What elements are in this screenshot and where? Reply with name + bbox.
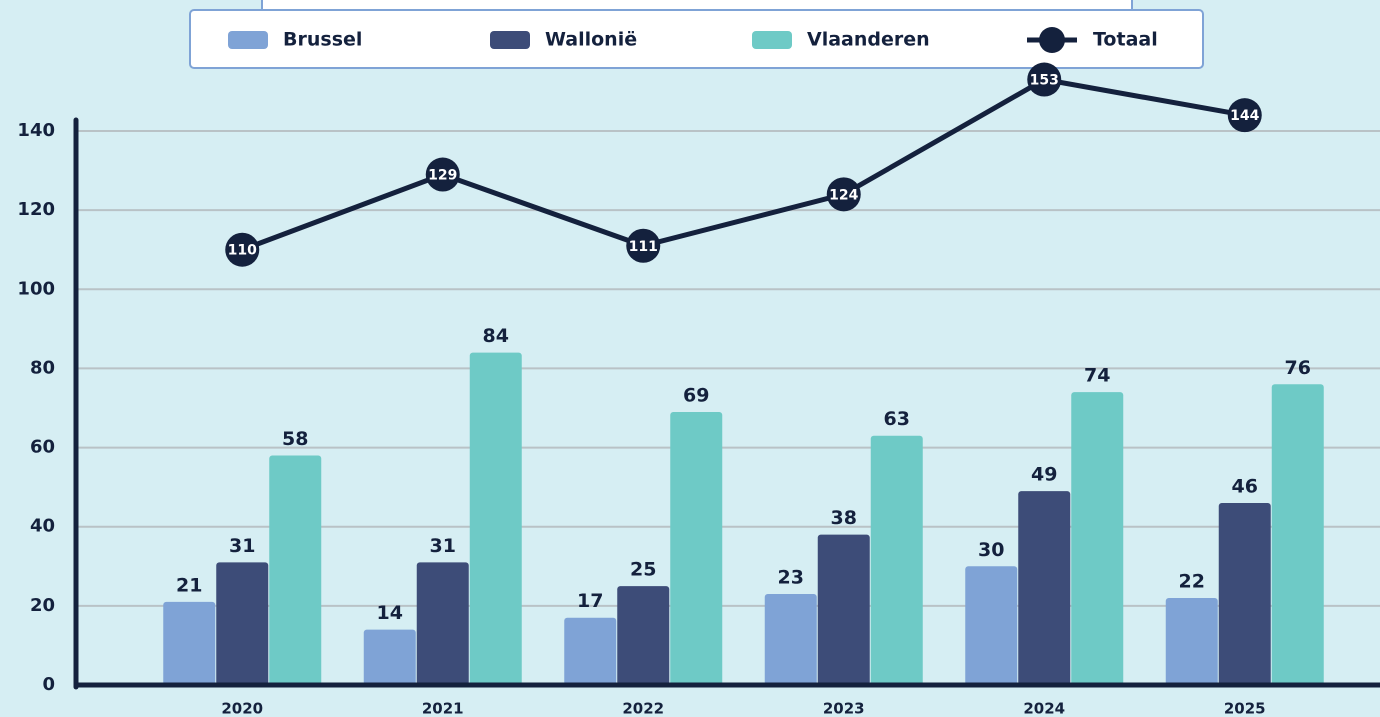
point-value-label: 144 bbox=[1230, 108, 1259, 124]
bar bbox=[269, 455, 322, 685]
y-tick-label: 0 bbox=[42, 674, 55, 695]
legend-swatch bbox=[490, 31, 530, 49]
y-tick-label: 20 bbox=[30, 595, 55, 616]
point-value-label: 129 bbox=[428, 168, 457, 184]
bar-value-label: 22 bbox=[1179, 570, 1205, 592]
point-value-label: 153 bbox=[1030, 73, 1059, 89]
legend-label: Wallonië bbox=[545, 29, 637, 51]
x-tick-label: 2022 bbox=[622, 700, 664, 717]
legend-marker bbox=[1039, 27, 1065, 53]
bar-value-label: 25 bbox=[630, 559, 656, 581]
point-value-label: 110 bbox=[228, 243, 257, 259]
point-value-label: 124 bbox=[829, 187, 858, 203]
bar-value-label: 63 bbox=[884, 408, 910, 430]
bar bbox=[469, 352, 522, 685]
bar-value-label: 58 bbox=[282, 428, 308, 450]
bar-value-label: 31 bbox=[229, 535, 255, 557]
bar-value-label: 14 bbox=[377, 602, 403, 624]
bar bbox=[1071, 392, 1124, 685]
y-tick-label: 100 bbox=[17, 278, 55, 299]
y-tick-label: 80 bbox=[30, 357, 55, 378]
line-point bbox=[425, 157, 460, 192]
line-point bbox=[826, 177, 861, 212]
bar-value-label: 17 bbox=[577, 590, 603, 612]
legend-label: Totaal bbox=[1093, 29, 1158, 51]
bar-value-label: 23 bbox=[778, 566, 804, 588]
bar bbox=[1018, 491, 1071, 685]
bar bbox=[817, 534, 870, 685]
bar bbox=[1218, 502, 1271, 685]
legend-swatch bbox=[228, 31, 268, 49]
x-tick-label: 2020 bbox=[221, 700, 263, 717]
bar-value-label: 49 bbox=[1031, 464, 1057, 486]
x-tick-label: 2023 bbox=[823, 700, 865, 717]
y-tick-label: 40 bbox=[30, 516, 55, 537]
line-point bbox=[626, 228, 661, 263]
bar-value-label: 21 bbox=[176, 574, 202, 596]
x-tick-label: 2021 bbox=[422, 700, 464, 717]
bar bbox=[670, 411, 723, 685]
y-tick-label: 120 bbox=[17, 199, 55, 220]
bar bbox=[870, 435, 923, 685]
bar-value-label: 38 bbox=[831, 507, 857, 529]
legend-box bbox=[189, 9, 1204, 69]
y-tick-label: 140 bbox=[17, 120, 55, 141]
bar-value-label: 30 bbox=[978, 539, 1004, 561]
line bbox=[241, 76, 1246, 253]
bar bbox=[1165, 597, 1218, 685]
bar bbox=[564, 617, 617, 685]
bar bbox=[416, 562, 469, 685]
bar bbox=[965, 566, 1018, 685]
line-point bbox=[1227, 98, 1262, 133]
bar bbox=[764, 593, 817, 685]
line-point bbox=[225, 232, 260, 267]
legend-label: Vlaanderen bbox=[807, 29, 930, 51]
bar-value-label: 74 bbox=[1084, 365, 1110, 387]
bar-value-label: 31 bbox=[430, 535, 456, 557]
bar bbox=[216, 562, 269, 685]
bar bbox=[163, 601, 216, 685]
x-tick-label: 2025 bbox=[1224, 700, 1266, 717]
line-point bbox=[1027, 62, 1062, 97]
point-value-label: 111 bbox=[629, 239, 658, 255]
bar-value-label: 76 bbox=[1285, 357, 1311, 379]
bar bbox=[1271, 384, 1324, 685]
bar bbox=[617, 586, 670, 685]
legend-swatch bbox=[752, 31, 792, 49]
x-tick-label: 2024 bbox=[1023, 700, 1065, 717]
bar-value-label: 84 bbox=[483, 325, 509, 347]
bar-value-label: 69 bbox=[683, 384, 709, 406]
y-tick-label: 60 bbox=[30, 437, 55, 458]
bar bbox=[363, 629, 416, 685]
legend-label: Brussel bbox=[283, 29, 362, 51]
bar-value-label: 46 bbox=[1232, 475, 1258, 497]
